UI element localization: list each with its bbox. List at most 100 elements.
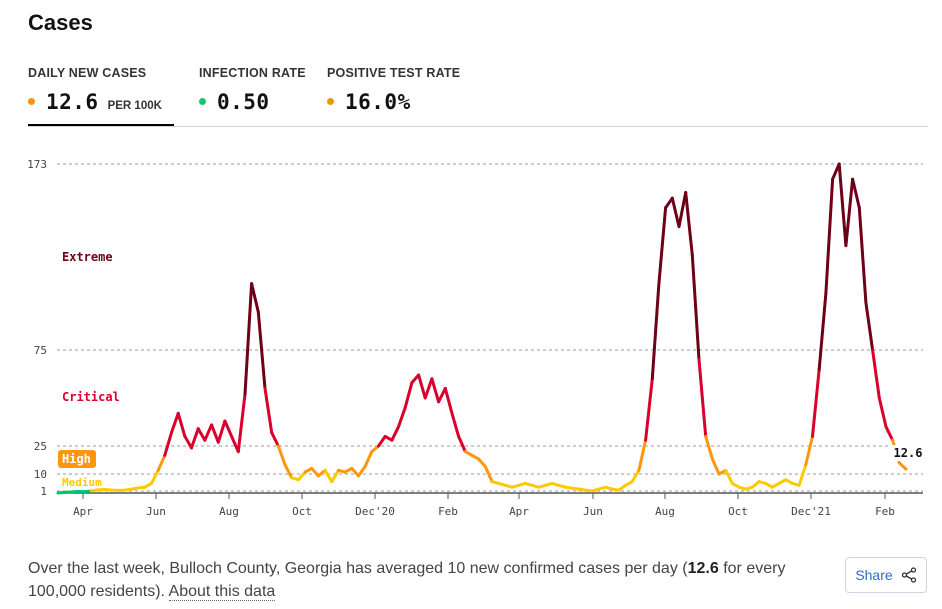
series-segment	[263, 386, 274, 435]
series-segment	[196, 427, 207, 442]
series-segment	[684, 191, 694, 257]
series-segment	[377, 434, 387, 448]
series-segment	[824, 177, 835, 295]
y-tick-label: 173	[27, 158, 47, 171]
series-segment	[357, 465, 367, 478]
series-segment	[864, 301, 875, 352]
summary-highlight: 12.6	[687, 560, 719, 577]
x-tick-label: Feb	[875, 505, 895, 518]
series-segment	[430, 377, 441, 404]
series-segment	[250, 282, 260, 314]
series-segment	[644, 377, 654, 442]
series-segment	[837, 162, 848, 248]
x-tick-label: Apr	[73, 505, 93, 518]
series-segment	[310, 466, 320, 478]
share-icon	[901, 567, 916, 583]
series-segment	[817, 291, 828, 371]
series-segment	[256, 310, 267, 390]
series-segment	[270, 431, 280, 448]
series-line	[56, 162, 908, 495]
y-tick-label: 75	[34, 344, 47, 357]
series-segment	[811, 367, 821, 438]
tab-value: 12.6	[46, 90, 99, 114]
tab-value: 16.0%	[345, 90, 411, 114]
summary-text-end: for every 100,000 residents).	[28, 560, 786, 600]
series-segment	[276, 444, 287, 467]
series-segment	[670, 196, 681, 229]
series-segment	[437, 386, 447, 404]
level-badge-high	[58, 450, 96, 468]
y-tick-label: 10	[34, 468, 47, 481]
series-segment	[443, 386, 454, 415]
series-segment	[363, 450, 374, 468]
level-label-critical: Critical	[62, 390, 120, 404]
series-segment	[657, 206, 668, 286]
x-tick-label: Oct	[292, 505, 312, 518]
gridlines	[57, 163, 923, 492]
about-data-link[interactable]: About this data	[168, 583, 276, 601]
series-segment	[877, 396, 888, 429]
series-segment	[150, 468, 160, 485]
tabs-divider	[28, 126, 928, 127]
series-segment	[697, 358, 708, 438]
y-tick-label: 1	[40, 485, 47, 498]
metric-tabs: DAILY NEW CASES 12.6 PER 100K INFECTION …	[28, 64, 928, 127]
series-segment	[897, 461, 908, 471]
series-segment	[176, 411, 187, 438]
series-segment	[844, 177, 855, 248]
level-labels: Extreme Critical High Medium	[58, 250, 120, 489]
series-segment	[216, 419, 227, 444]
level-label-extreme: Extreme	[62, 250, 113, 264]
tab-label: INFECTION RATE	[199, 66, 306, 80]
series-segment	[190, 427, 200, 450]
series-segment	[677, 191, 688, 229]
x-tick-label: Jun	[583, 505, 603, 518]
series-segment	[871, 348, 881, 400]
series-segment	[423, 377, 434, 400]
x-tick-label: Apr	[509, 505, 529, 518]
tab-infection-rate[interactable]: INFECTION RATE 0.50	[199, 64, 306, 126]
series-segment	[330, 468, 340, 484]
series-segment	[851, 177, 861, 210]
series-segment	[704, 434, 714, 461]
series-segment	[637, 438, 648, 472]
x-axis: Apr Jun Aug Oct Dec'20 Feb Apr Jun Aug Oct Dec'21 F…	[57, 492, 923, 518]
series-segment	[457, 434, 467, 454]
series-segment	[804, 434, 814, 467]
series-segment	[163, 431, 173, 457]
series-segment	[283, 463, 294, 480]
summary-text: Over the last week, Bulloch County, Geor…	[28, 557, 798, 603]
series-segment	[296, 470, 307, 482]
tab-positive-test-rate[interactable]: POSITIVE TEST RATE 16.0%	[327, 64, 460, 126]
series-segment	[650, 282, 661, 381]
series-segment	[690, 253, 701, 362]
latest-value-callout: 12.6	[888, 445, 928, 462]
tab-unit: PER 100K	[107, 100, 162, 112]
active-tab-indicator	[28, 124, 174, 127]
y-tick-label: 25	[34, 440, 47, 453]
series-segment	[417, 373, 427, 400]
cases-chart: Extreme Critical High Medium 1 10 25 75 173 Apr…	[27, 158, 928, 518]
series-segment	[223, 419, 234, 438]
series-segment	[170, 411, 180, 435]
share-button[interactable]: Share	[845, 557, 927, 593]
series-segment	[350, 466, 360, 478]
series-segment	[630, 468, 641, 484]
summary-text-start: Over the last week, Bulloch County, Geor…	[28, 560, 688, 577]
series-segment	[210, 423, 220, 444]
x-tick-label: Feb	[438, 505, 458, 518]
y-axis-tick-labels: 1 10 25 75 173	[27, 158, 47, 498]
series-segment	[724, 468, 734, 485]
series-segment	[183, 434, 193, 450]
series-segment	[203, 423, 214, 442]
series-segment	[156, 453, 167, 472]
series-segment	[397, 406, 407, 429]
tab-label: POSITIVE TEST RATE	[327, 66, 461, 80]
series-segment	[403, 381, 414, 410]
tab-daily-new-cases[interactable]: DAILY NEW CASES 12.6 PER 100K	[28, 64, 174, 127]
series-segment	[323, 468, 334, 484]
latest-value-background	[888, 445, 928, 462]
series-segment	[236, 392, 247, 454]
series-segment	[390, 425, 400, 442]
status-dot-icon	[199, 98, 206, 105]
